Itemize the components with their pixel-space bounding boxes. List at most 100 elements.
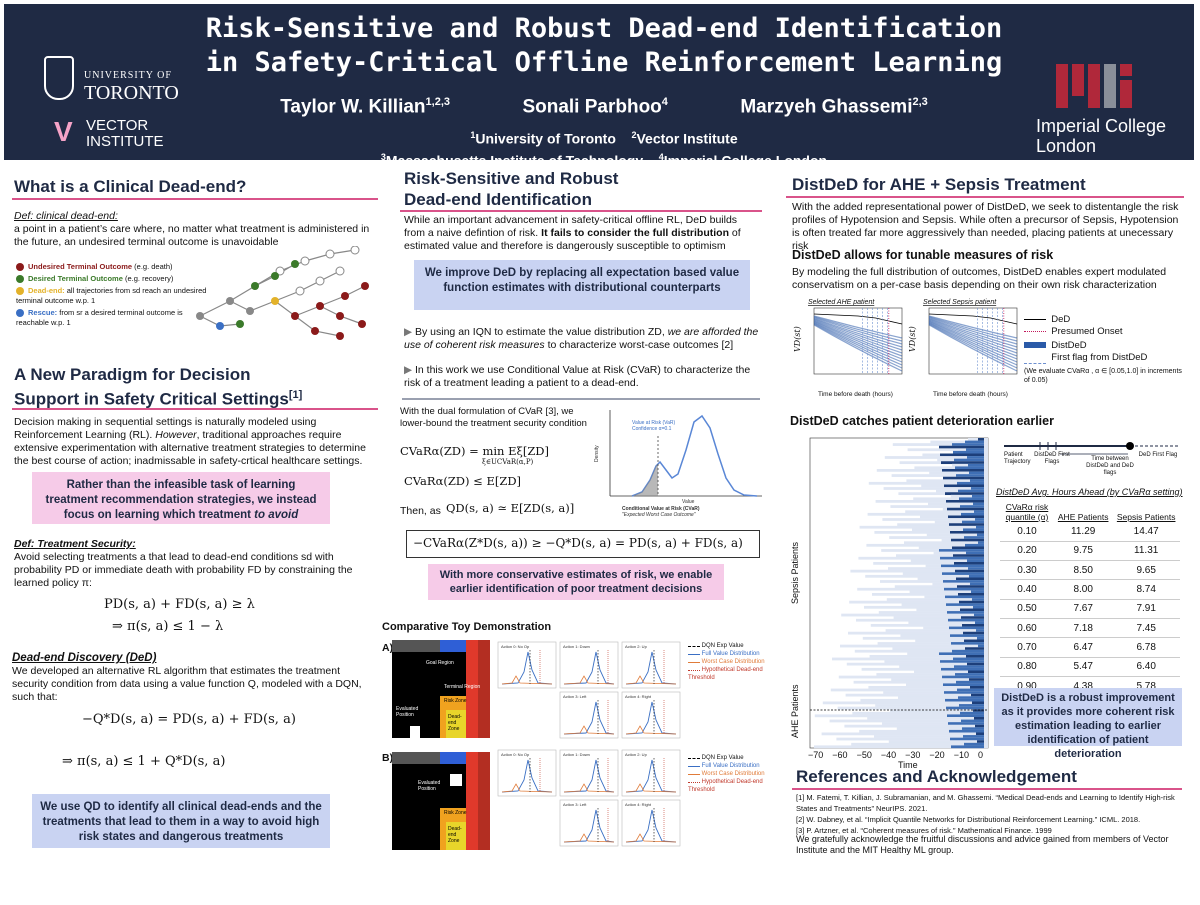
table-row: 0.50 7.67 7.91 xyxy=(1000,599,1180,619)
heatmap-flag xyxy=(966,551,984,555)
toy-mini-plot: Action 2: Up xyxy=(621,641,681,689)
full-distribution-line xyxy=(563,809,615,843)
heatmap-row xyxy=(950,494,988,498)
heatmap-row xyxy=(894,585,988,589)
heatmap-row xyxy=(865,574,988,578)
distded-band-line xyxy=(928,317,1018,345)
imperial-logo: Imperial College London xyxy=(1036,116,1167,156)
heatmap-row xyxy=(906,479,988,483)
heatmap-flag xyxy=(958,489,984,493)
heatmap-row xyxy=(889,536,988,539)
heatmap-flag xyxy=(943,580,984,583)
distded-band-line xyxy=(813,319,903,354)
worst-case-line xyxy=(563,725,615,735)
heatmap-flag xyxy=(972,598,984,601)
heatmap-flag xyxy=(968,567,984,570)
plot-ylabel: VD(st) xyxy=(793,326,802,352)
distded-band-line xyxy=(928,318,1018,351)
heatmap-flag xyxy=(978,438,984,441)
reference-item: [1] M. Fatemi, T. Killian, J. Subramania… xyxy=(796,793,1175,813)
heatmap-row xyxy=(877,642,988,645)
heatmap-row xyxy=(829,719,988,723)
equation-q-expectation: QD(s, a) ≃ E[ZD(s, a)] xyxy=(446,501,575,515)
table-cell: 6.78 xyxy=(1112,637,1180,658)
full-distribution-line xyxy=(501,651,553,685)
section-rule xyxy=(786,196,1184,198)
heatmap-flag xyxy=(944,484,984,488)
toy-mini-plot: Action 1: Down xyxy=(559,749,619,797)
reference-list: [1] M. Fatemi, T. Killian, J. Subramania… xyxy=(796,792,1188,836)
heatmap-flag xyxy=(941,667,984,671)
full-distribution-line xyxy=(563,651,615,685)
toy-action-label: Action 0: No Op xyxy=(501,644,530,649)
heatmap-row xyxy=(857,587,988,591)
heatmap-row xyxy=(934,520,988,524)
heatmap-row xyxy=(876,673,988,676)
poster-header: Risk-Sensitive and Robust Dead-end Ident… xyxy=(4,4,1194,168)
heatmap-flag xyxy=(965,543,984,547)
heatmap-flag xyxy=(968,670,984,674)
author-2: Sonali Parbhoo4 xyxy=(522,96,668,118)
heatmap-row xyxy=(893,616,988,620)
heatmap-row xyxy=(915,639,988,643)
heatmap-row xyxy=(901,603,988,607)
heatmap-row xyxy=(850,569,988,573)
equation-security: PD(s, a) + FD(s, a) ≥ λ xyxy=(104,597,255,612)
distded-band-line xyxy=(813,316,903,342)
heatmap-row xyxy=(884,660,988,663)
heatmap-flag xyxy=(971,590,984,594)
heatmap-flag xyxy=(973,605,984,609)
plot-ylabel: VD(st) xyxy=(908,326,917,352)
heatmap-row xyxy=(872,593,988,596)
heatmap-flag xyxy=(978,541,984,545)
dead-end-tree-diagram xyxy=(196,246,369,340)
heatmap-row xyxy=(849,600,988,604)
heatmap-row xyxy=(913,497,988,501)
mit-logo xyxy=(1056,64,1136,108)
heatmap-flag xyxy=(945,595,984,599)
heatmap-flag xyxy=(969,471,984,475)
author-3: Marzyeh Ghassemi2,3 xyxy=(740,96,928,118)
heatmap-flag xyxy=(974,510,984,514)
heatmap-row xyxy=(832,657,988,661)
heatmap-flag xyxy=(957,688,984,692)
heatmap-flag xyxy=(960,505,984,508)
heatmap-flag xyxy=(964,742,984,746)
paradigm-text: Decision making in sequential settings i… xyxy=(14,416,366,467)
heatmap-row xyxy=(909,590,988,594)
divider xyxy=(402,398,760,400)
heatmap-flag xyxy=(963,735,984,738)
heatmap-xlabel: Time xyxy=(898,760,918,770)
heatmap-flag xyxy=(976,525,984,529)
heatmap-flag xyxy=(972,701,984,705)
heatmap-flag xyxy=(978,644,984,648)
heatmap-flag xyxy=(951,538,984,542)
heatmap-flag xyxy=(941,564,984,568)
heatmap-row xyxy=(859,729,988,733)
distded-band-line xyxy=(928,315,1018,339)
plot-xlabel: Time before death (hours) xyxy=(818,391,893,398)
worst-case-line xyxy=(625,725,677,735)
section-rule xyxy=(400,210,762,212)
section-rule xyxy=(12,198,378,200)
heatmap-tick: −30 xyxy=(905,750,920,760)
heatmap-flag xyxy=(963,528,984,532)
toy-action-label: Action 0: No Op xyxy=(501,752,530,757)
full-distribution-line xyxy=(625,701,677,735)
table-cell: 0.70 xyxy=(1000,637,1054,658)
heatmap-flag xyxy=(940,556,984,560)
heatmap-flag xyxy=(951,745,984,749)
heatmap-row xyxy=(870,624,988,627)
heatmap-flag xyxy=(958,696,984,700)
heatmap-row xyxy=(876,469,988,472)
heatmap-row xyxy=(892,647,988,651)
section-rule xyxy=(792,788,1182,790)
heatmap-row xyxy=(914,466,988,470)
heatmap-row xyxy=(854,649,988,653)
toy-label-a: A) xyxy=(382,642,394,654)
heatmap-tick: −10 xyxy=(954,750,969,760)
heatmap-flag xyxy=(956,474,984,477)
heatmap-flag xyxy=(959,600,984,604)
section-title-risk-sensitive: Risk-Sensitive and Robust Dead-end Ident… xyxy=(404,169,619,209)
section-title-references: References and Acknowledgement xyxy=(796,767,1077,786)
